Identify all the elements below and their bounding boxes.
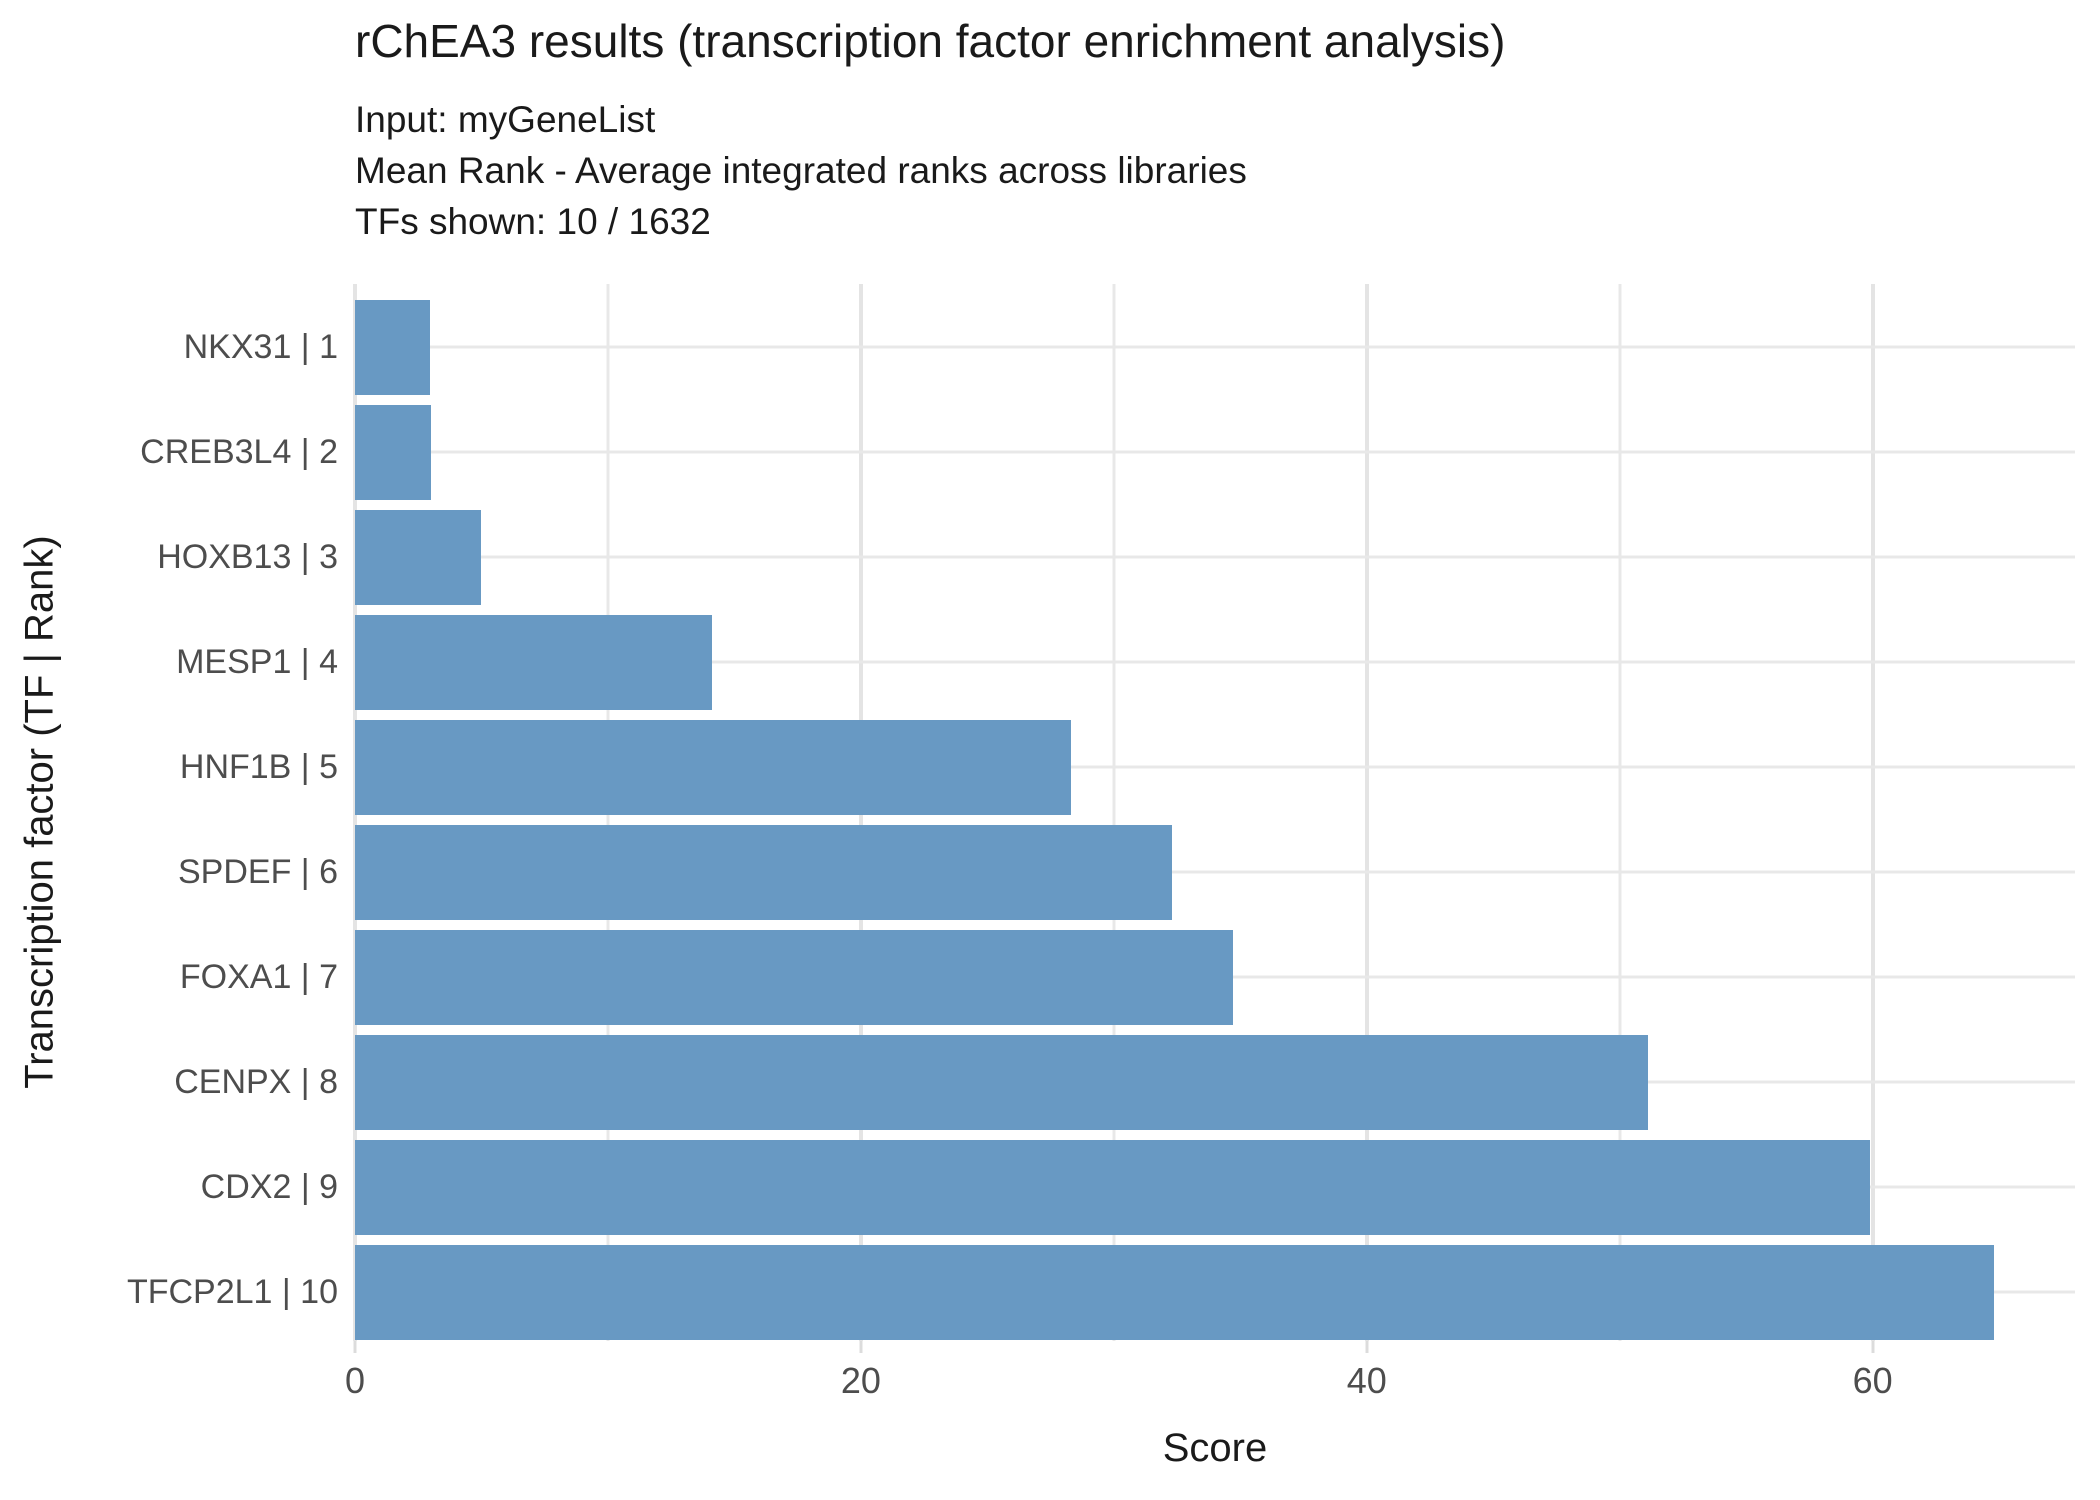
y-gridline — [355, 450, 2075, 454]
y-tick-label: NKX31 | 1 — [183, 328, 338, 366]
x-tick-mark — [353, 1341, 357, 1353]
x-tick-label: 20 — [840, 1360, 881, 1401]
chart-subtitle: Input: myGeneList Mean Rank - Average in… — [355, 94, 1247, 247]
y-axis-labels: NKX31 | 1 CREB3L4 | 2 HOXB13 | 3 MESP1 | 4 H… — [40, 284, 338, 1341]
y-gridline — [355, 555, 2075, 559]
subtitle-line-count: TFs shown: 10 / 1632 — [355, 201, 711, 242]
x-tick-label: 0 — [344, 1360, 366, 1401]
x-axis-title: Score — [1162, 1426, 1268, 1470]
bar-cenpx — [355, 1034, 1648, 1130]
y-tick-label: MESP1 | 4 — [176, 643, 338, 681]
y-gridline — [355, 765, 2075, 769]
chart-title: rChEA3 results (transcription factor enr… — [355, 15, 1506, 67]
y-tick-label: HOXB13 | 3 — [157, 538, 338, 576]
y-tick-label: HNF1B | 5 — [179, 748, 338, 786]
y-tick-label: FOXA1 | 7 — [179, 958, 338, 996]
x-major-gridline — [1870, 284, 1875, 1341]
bar-tfcp2l1 — [355, 1244, 1995, 1340]
y-gridline — [355, 660, 2075, 664]
bar-mesp1 — [355, 614, 712, 710]
x-minor-gridline — [1618, 284, 1622, 1341]
x-tick-mark — [859, 1341, 863, 1353]
x-tick-mark — [1365, 1341, 1369, 1353]
plot-panel — [353, 284, 2075, 1341]
x-tick-mark — [1871, 1341, 1875, 1353]
y-tick-label: SPDEF | 6 — [178, 853, 338, 891]
y-tick-label: TFCP2L1 | 10 — [126, 1273, 338, 1311]
bar-creb3l4 — [355, 404, 431, 500]
y-gridline — [355, 345, 2075, 349]
bar-hnf1b — [355, 719, 1071, 815]
x-major-gridline — [1364, 284, 1369, 1341]
bar-foxa1 — [355, 929, 1233, 1025]
bar-hoxb13 — [355, 509, 482, 605]
y-tick-label: CREB3L4 | 2 — [140, 433, 338, 471]
y-gridline — [355, 870, 2075, 874]
bar-cdx2 — [355, 1139, 1871, 1235]
subtitle-line-method: Mean Rank - Average integrated ranks acr… — [355, 150, 1247, 191]
x-tick-label: 40 — [1346, 1360, 1387, 1401]
y-tick-label: CDX2 | 9 — [200, 1168, 338, 1206]
x-tick-label: 60 — [1852, 1360, 1893, 1401]
bar-spdef — [355, 824, 1172, 920]
y-tick-label: CENPX | 8 — [174, 1063, 338, 1101]
bar-nkx31 — [355, 299, 430, 395]
subtitle-line-input: Input: myGeneList — [355, 99, 656, 140]
x-minor-gridline — [1112, 284, 1116, 1341]
